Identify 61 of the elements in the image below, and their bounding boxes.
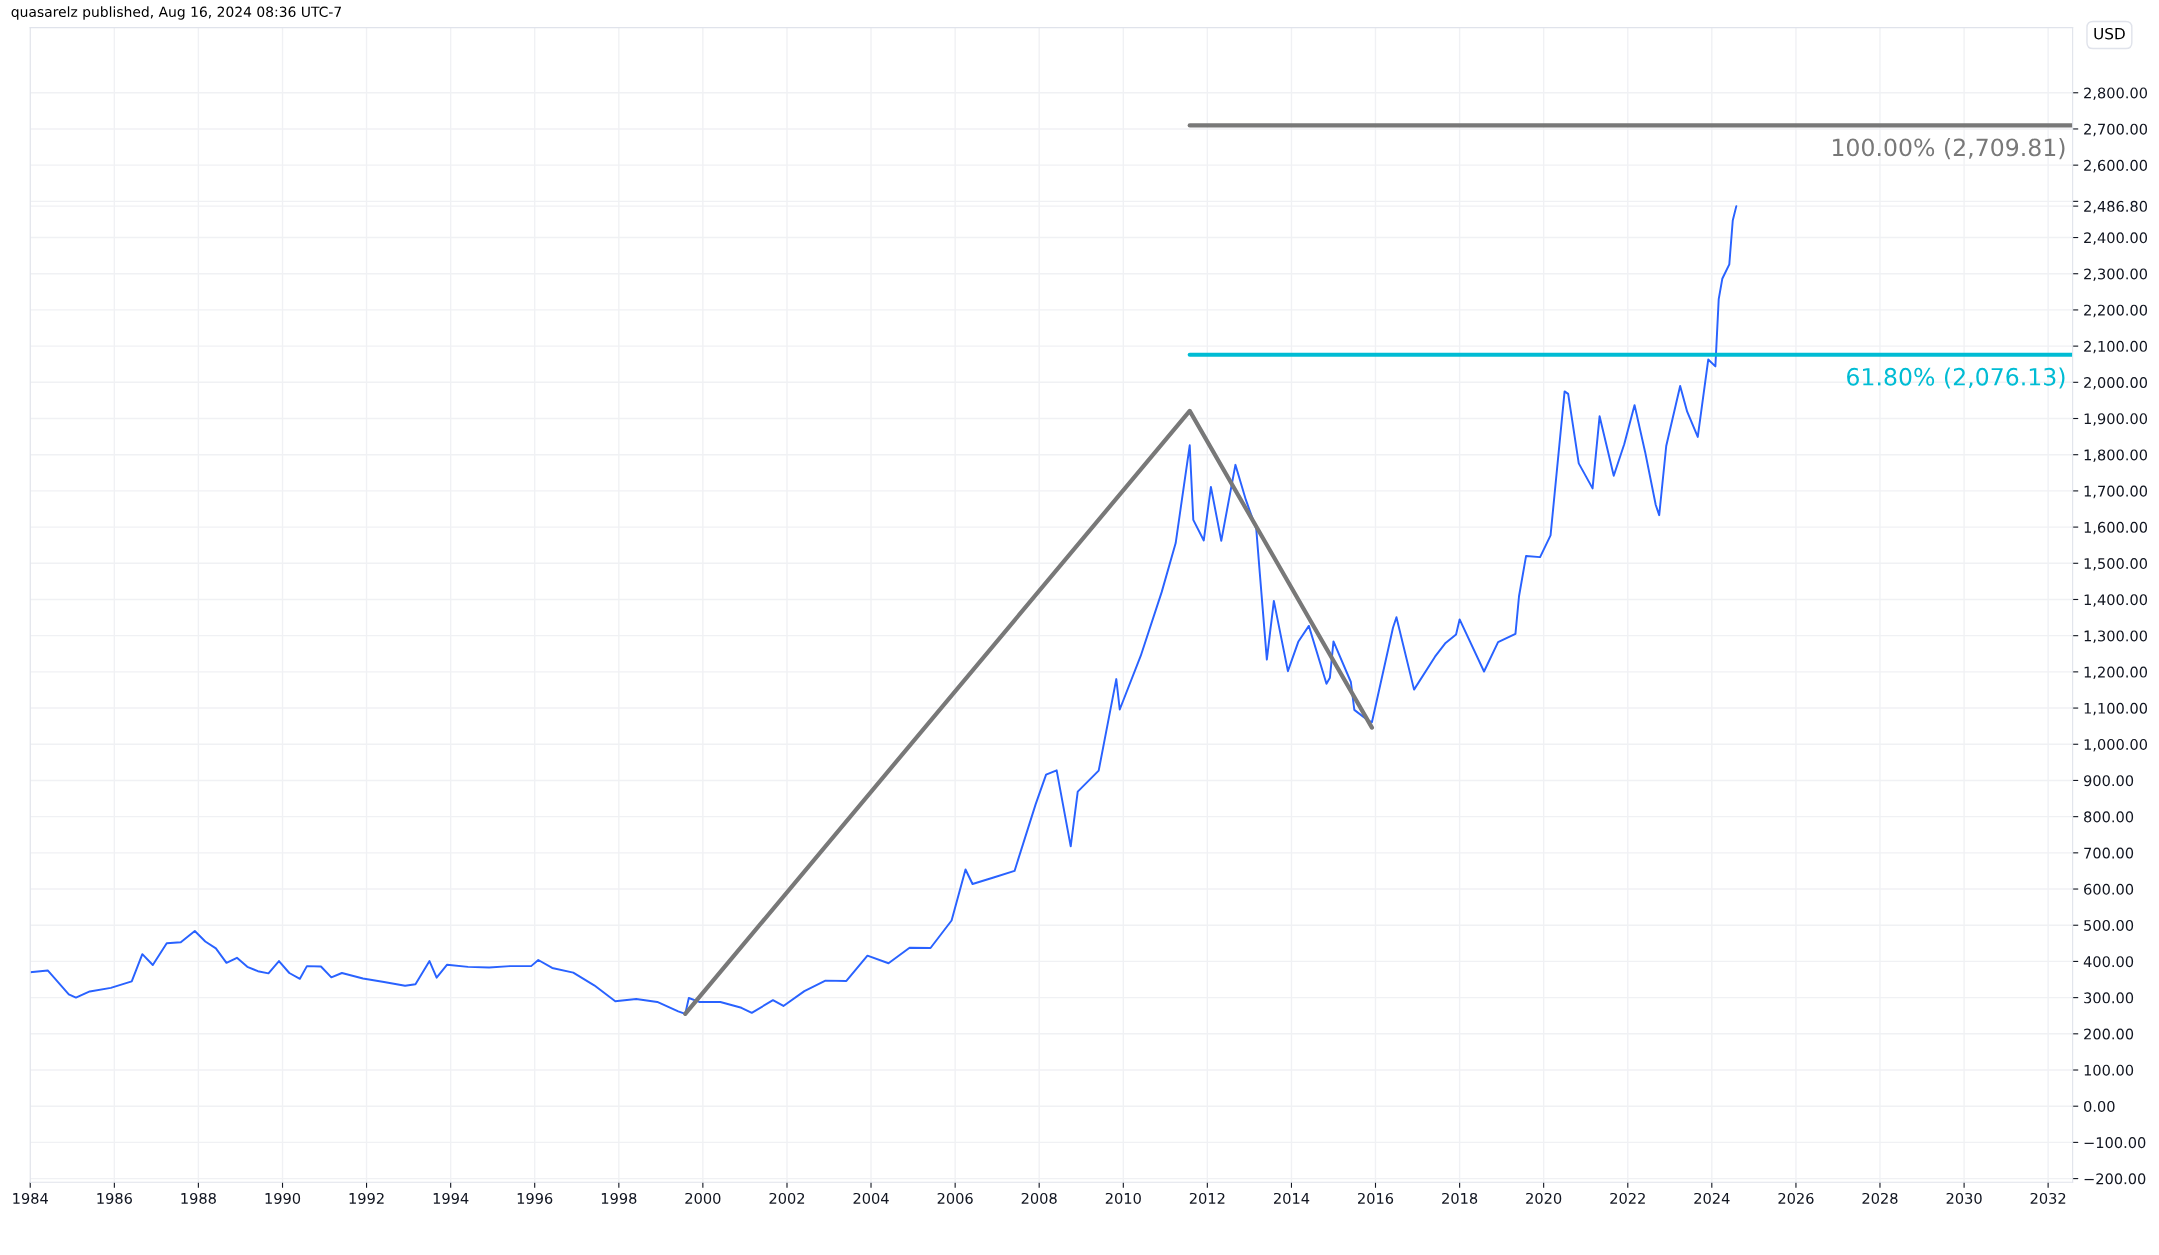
series-label: 61.80% (2,076.13) [1847,367,2065,389]
text: quasarelz published, Aug 16, 2024 08:36 UTC-7 [11,6,341,20]
x-tick-label: 2002 [769,1192,805,1204]
x-tick-label: 2004 [853,1192,889,1204]
x-tick-label: 2024 [1694,1192,1730,1204]
x-tick-label: 2022 [1610,1192,1645,1204]
x-tick-label: 2020 [1526,1192,1562,1204]
x-tick-label: 2012 [1189,1192,1225,1204]
y-tick-label: 900.00 [2083,775,2134,787]
x-tick-label: 1992 [349,1192,384,1204]
y-tick-label: 1,500.00 [2084,558,2148,571]
y-tick-label: 0.00 [2084,1100,2115,1112]
y-axis-title: USD [2094,27,2125,40]
y-tick-label: 2,000.00 [2084,377,2148,390]
y-tick-label: −100.00 [2084,1137,2146,1149]
y-tick-label: 1,900.00 [2084,413,2148,426]
y-tick-label: 100.00 [2084,1064,2134,1076]
y-tick-label: 2,800.00 [2084,87,2148,100]
x-tick-label: 1998 [601,1192,637,1204]
y-tick-label: 400.00 [2083,956,2134,968]
x-tick-label: 2026 [1778,1192,1814,1204]
x-tick-label: 2028 [1862,1192,1898,1204]
series-label: 100.00% (2,709.81) [1832,138,2065,160]
y-tick-label: 2,700.00 [2084,123,2148,137]
x-tick-label: 1996 [517,1192,553,1204]
x-tick-label: 2032 [2030,1192,2066,1204]
y-tick-label: 2,600.00 [2084,159,2148,173]
y-tick-label: −200.00 [2084,1173,2146,1185]
y-tick-label: 1,800.00 [2084,449,2148,462]
y-tick-label: 2,486.80 [2084,200,2148,214]
x-tick-label: 2014 [1273,1192,1310,1204]
y-tick-label: 1,200.00 [2084,666,2148,680]
x-tick-label: 1988 [181,1192,216,1204]
x-tick-label: 2010 [1105,1192,1141,1204]
y-tick-label: 1,700.00 [2084,485,2148,499]
x-tick-label: 1990 [265,1192,301,1204]
y-tick-label: 1,100.00 [2084,702,2148,716]
y-tick-label: 2,400.00 [2084,232,2148,245]
y-tick-label: 300.00 [2084,992,2134,1004]
y-tick-label: 1,300.00 [2084,630,2148,643]
y-tick-label: 500.00 [2084,919,2134,931]
y-tick-label: 800.00 [2084,811,2134,823]
y-tick-label: 1,000.00 [2084,738,2148,752]
x-tick-label: 2030 [1946,1192,1982,1204]
y-tick-label: 600.00 [2084,883,2134,895]
x-tick-label: 2006 [937,1192,973,1204]
x-tick-label: 2016 [1358,1192,1394,1204]
y-tick-label: 700.00 [2084,847,2134,859]
y-tick-label: 2,100.00 [2084,340,2148,354]
x-tick-label: 2008 [1021,1192,1057,1204]
x-tick-label: 1994 [433,1192,469,1204]
x-tick-label: 2000 [685,1192,721,1204]
x-tick-label: 1986 [97,1192,132,1204]
line-series [30,205,1738,1015]
y-tick-label: 1,400.00 [2084,594,2148,607]
x-tick-label: 2018 [1442,1192,1478,1204]
y-tick-label: 1,600.00 [2084,521,2148,535]
y-tick-label: 2,200.00 [2084,304,2148,318]
y-tick-label: 200.00 [2084,1028,2134,1040]
x-tick-label: 1984 [13,1192,48,1204]
y-tick-label: 2,300.00 [2084,268,2148,281]
